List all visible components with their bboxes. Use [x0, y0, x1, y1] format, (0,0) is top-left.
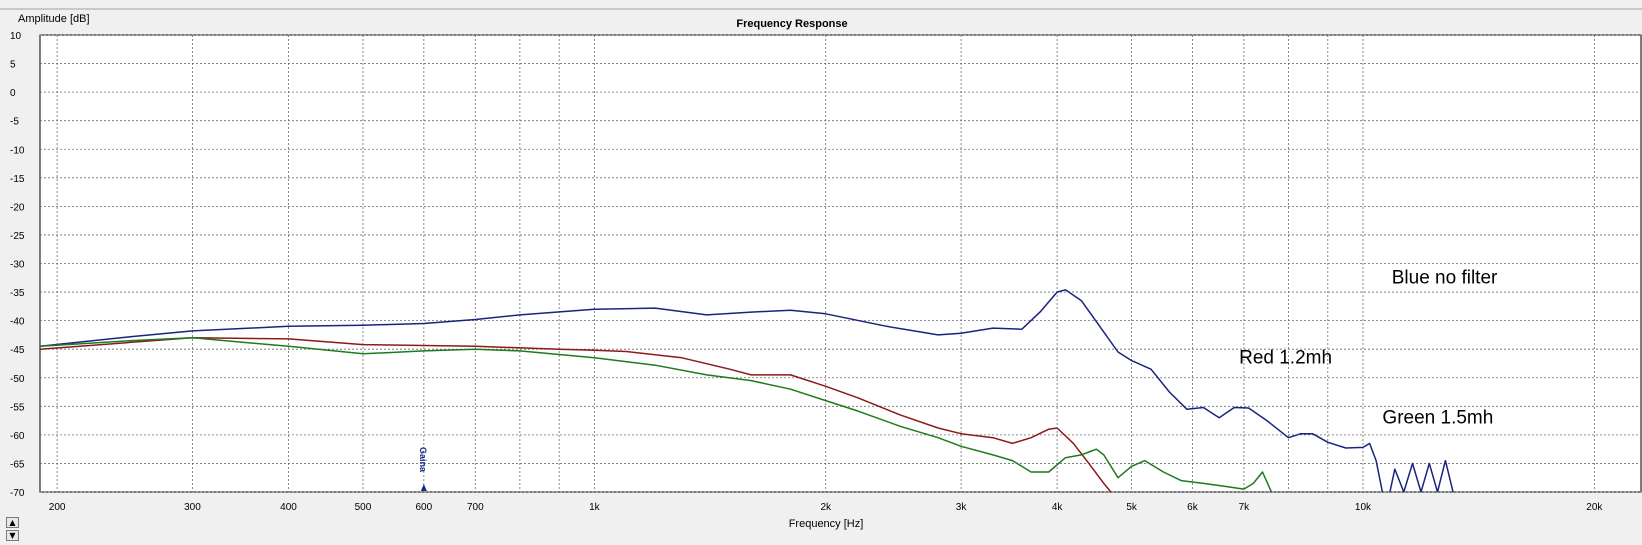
y-tick-label: -55	[10, 402, 25, 413]
y-tick-label: -60	[10, 431, 25, 442]
marker-arrow[interactable]	[420, 484, 427, 491]
annotation-label: Green 1.5mh	[1382, 407, 1493, 428]
x-tick-label: 400	[280, 502, 297, 513]
y-tick-label: -15	[10, 174, 25, 185]
y-tick-label: -20	[10, 202, 25, 213]
x-tick-label: 1k	[589, 502, 601, 513]
y-tick-label: 5	[10, 60, 16, 71]
x-tick-label: 2k	[820, 502, 832, 513]
y-tick-label: 10	[10, 31, 22, 42]
series-group	[40, 289, 1454, 492]
scroll-up-button[interactable]: ▲	[6, 517, 19, 528]
y-tick-label: -30	[10, 260, 25, 271]
series-line-0	[40, 289, 1454, 492]
series-line-1	[40, 337, 1112, 492]
y-tick-label: -70	[10, 488, 25, 499]
y-tick-label: -40	[10, 317, 25, 328]
x-tick-label: 600	[415, 502, 432, 513]
x-tick-label: 300	[184, 502, 201, 513]
y-tick-label: -45	[10, 345, 25, 356]
y-tick-label: -10	[10, 145, 25, 156]
marker-label: Gaina	[418, 447, 428, 473]
x-tick-label: 500	[355, 502, 372, 513]
x-tick-label: 20k	[1586, 502, 1603, 513]
x-tick-label: 6k	[1187, 502, 1199, 513]
x-tick-label: 5k	[1126, 502, 1138, 513]
annotation-label: Blue no filter	[1392, 267, 1498, 288]
y-tick-label: -25	[10, 231, 25, 242]
chart-title: Frequency Response	[736, 18, 847, 30]
grid	[40, 34, 1641, 493]
y-tick-label: -35	[10, 288, 25, 299]
y-tick-label: 0	[10, 88, 16, 99]
annotation-label: Red 1.2mh	[1239, 347, 1332, 368]
y-tick-label: -65	[10, 459, 25, 470]
y-axis-label: Amplitude [dB]	[18, 13, 90, 25]
x-tick-label: 200	[49, 502, 66, 513]
x-tick-label: 700	[467, 502, 484, 513]
x-tick-label: 10k	[1355, 502, 1372, 513]
x-axis-label: Frequency [Hz]	[789, 518, 864, 530]
x-tick-label: 7k	[1239, 502, 1251, 513]
scroll-down-button[interactable]: ▼	[6, 530, 19, 541]
series-line-2	[40, 337, 1273, 492]
x-tick-label: 4k	[1052, 502, 1064, 513]
x-tick-label: 3k	[956, 502, 968, 513]
y-tick-label: -50	[10, 374, 25, 385]
y-tick-label: -5	[10, 117, 19, 128]
tick-labels: 10 5 0 -5 -10 -15 -20 -25 -30 -35 -40 -45 -50 -55 -60 -…	[10, 31, 1603, 513]
marker-group: Gaina	[418, 447, 428, 491]
annotations: Blue no filter Red 1.2mh Green 1.5mh	[1239, 267, 1498, 428]
